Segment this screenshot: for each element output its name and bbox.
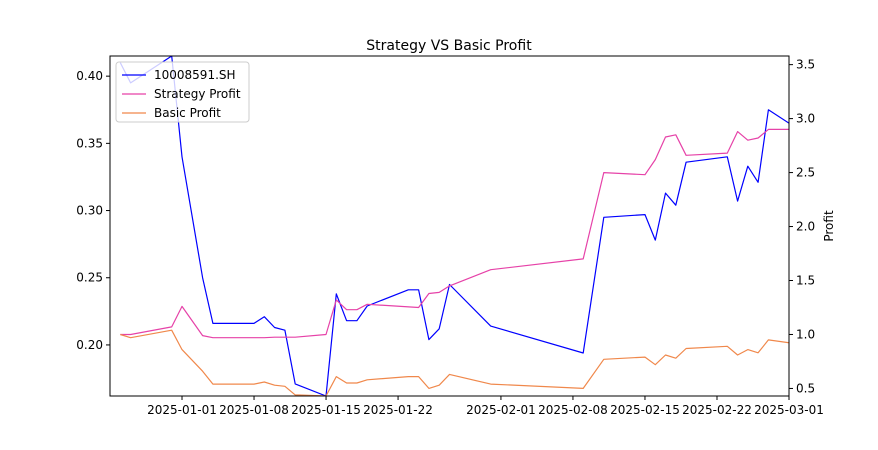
- x-tick-label: 2025-02-08: [538, 403, 608, 417]
- legend-label-2: Strategy Profit: [154, 87, 241, 101]
- y-left-tick-label: 0.25: [76, 271, 103, 285]
- x-tick-label: 2025-01-22: [363, 403, 433, 417]
- y-axis-right-label: Profit: [822, 210, 836, 242]
- y-left-tick-label: 0.35: [76, 136, 103, 150]
- y-right-tick-label: 2.5: [796, 166, 815, 180]
- x-tick-label: 2025-02-22: [682, 403, 752, 417]
- series-line-3: [120, 329, 789, 396]
- y-axis-right: 0.5 1.0 1.5 2.0 2.5 3.0 3.5: [789, 58, 815, 395]
- y-right-tick-label: 3.0: [796, 112, 815, 126]
- y-right-tick-label: 3.5: [796, 58, 815, 72]
- y-left-tick-label: 0.20: [76, 338, 103, 352]
- y-right-tick-label: 2.0: [796, 220, 815, 234]
- y-left-tick-label: 0.40: [76, 69, 103, 83]
- legend-box: [115, 61, 250, 123]
- x-tick-label: 2025-02-01: [466, 403, 536, 417]
- chart-title: Strategy VS Basic Profit: [366, 38, 532, 54]
- y-axis-left: 0.20 0.25 0.30 0.35 0.40: [76, 69, 110, 352]
- legend-label-3: Basic Profit: [154, 106, 221, 120]
- x-tick-label: 2025-01-15: [291, 403, 361, 417]
- y-right-tick-label: 1.0: [796, 327, 815, 341]
- legend-label-1: 10008591.SH: [154, 68, 236, 82]
- series-line-1: [119, 56, 789, 396]
- x-axis: 2025-01-01 2025-01-08 2025-01-15 2025-01-22…: [147, 396, 824, 417]
- legend: 10008591.SH Strategy Profit Basic Profit: [115, 61, 250, 123]
- series-line-2: [120, 128, 789, 339]
- y-right-tick-label: 0.5: [796, 381, 815, 395]
- x-tick-label: 2025-02-15: [610, 403, 680, 417]
- plot-frame: [109, 55, 790, 397]
- x-tick-label: 2025-03-01: [754, 403, 824, 417]
- y-right-tick-label: 1.5: [796, 274, 815, 288]
- x-tick-label: 2025-01-01: [147, 403, 217, 417]
- x-tick-label: 2025-01-08: [219, 403, 289, 417]
- y-left-tick-label: 0.30: [76, 204, 103, 218]
- plot-lines: [119, 56, 789, 396]
